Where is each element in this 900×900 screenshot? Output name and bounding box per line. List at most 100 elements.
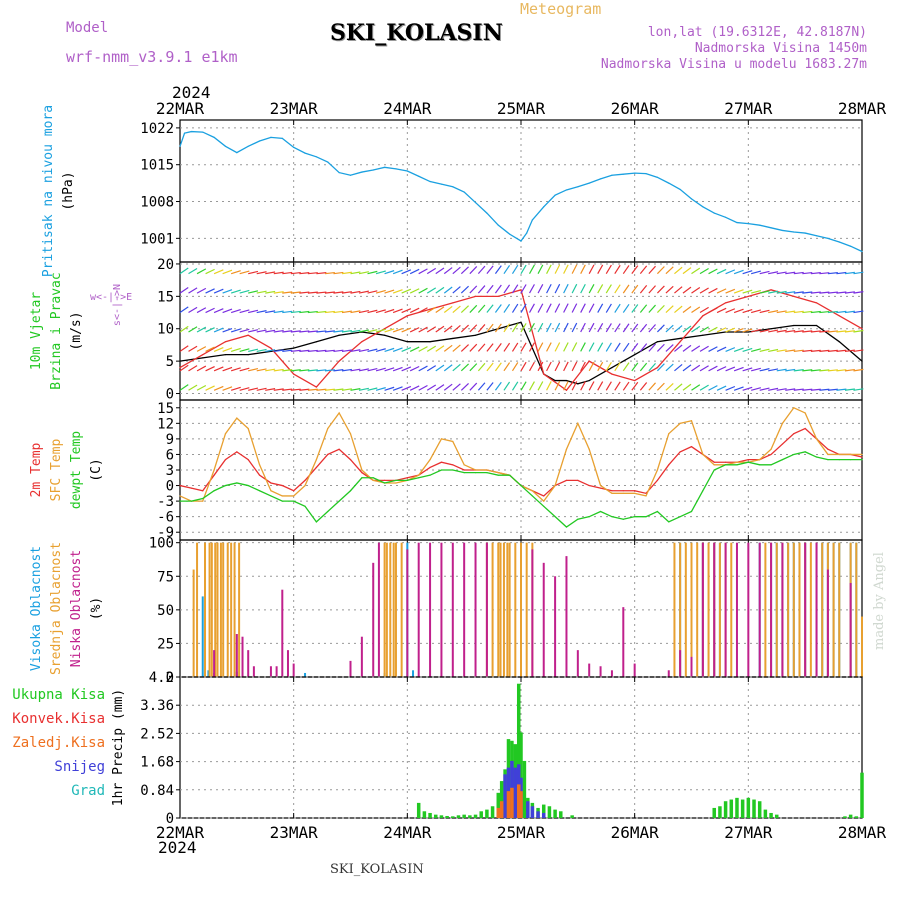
wind-barb (409, 346, 420, 352)
series-point-temperature (258, 474, 261, 476)
bar-cloud-cover (673, 542, 676, 677)
series-point-temperature (668, 464, 670, 466)
y-tick-label: 15 (157, 401, 174, 417)
wind-barb (333, 369, 344, 372)
series-point-temperature (827, 448, 829, 450)
wind-barb (571, 322, 578, 333)
bar-precipitation (553, 809, 557, 818)
wind-barb (401, 269, 412, 275)
wind-barb (529, 361, 535, 372)
wind-barb (341, 349, 352, 353)
wind-barb (691, 384, 701, 391)
wind-barb (639, 304, 648, 313)
wind-barb (239, 270, 250, 275)
wind-barb (631, 323, 639, 333)
wind-barb (648, 324, 656, 333)
wind-barb (819, 310, 830, 314)
series-point-temperature (293, 500, 295, 502)
series-point-temperature (247, 459, 249, 461)
wind-barb (222, 289, 233, 294)
wind-barb (324, 388, 335, 391)
series-point-pressure (281, 137, 283, 140)
series-point-temperature (281, 500, 283, 502)
y-tick-label: 2.52 (140, 726, 174, 742)
bar-precipitation (536, 811, 540, 818)
series-point-temperature (861, 459, 863, 461)
wind-barb (350, 329, 361, 333)
wind-barb (443, 267, 453, 275)
wind-barb (605, 284, 612, 294)
wind-barb (802, 330, 813, 333)
wind-barb (196, 326, 207, 333)
wind-barb (511, 381, 519, 391)
series-point-temperature (668, 433, 670, 435)
series-point-wind (725, 302, 727, 304)
series-point-temperature (690, 446, 693, 448)
wind-barb (554, 303, 561, 313)
y-tick-label: 15 (157, 289, 174, 305)
wind-barb (205, 268, 215, 275)
wind-barb (324, 291, 335, 294)
series-point-temperature (327, 427, 329, 430)
wind-barb (699, 287, 709, 294)
y-tick-label: 0 (166, 670, 174, 686)
wind-barb (793, 369, 804, 372)
bar-cloud-cover (247, 650, 250, 677)
wind-barb (768, 290, 779, 294)
wind-barb (580, 342, 586, 352)
wind-barb (477, 265, 486, 275)
series-point-temperature (827, 459, 829, 461)
bar-cloud-cover (286, 650, 289, 677)
series-point-temperature (690, 510, 693, 513)
wind-barb (699, 306, 709, 314)
wind-barb (426, 326, 437, 333)
wind-barb (648, 265, 656, 275)
bar-cloud-cover (502, 542, 505, 677)
wind-barb (588, 361, 595, 372)
wind-barb (248, 329, 259, 333)
series-point-temperature (747, 459, 749, 461)
series-point-temperature (588, 516, 590, 518)
wind-barb (486, 382, 494, 391)
wind-barb (205, 346, 215, 352)
wind-barb (265, 329, 276, 333)
series-point-wind (588, 360, 590, 362)
series-point-temperature (713, 464, 715, 466)
wind-barb (563, 283, 569, 294)
series-point-temperature (463, 464, 465, 466)
wind-barb (554, 342, 561, 352)
series-point-wind (793, 324, 795, 327)
bar-cloud-cover (213, 650, 216, 677)
wind-barb (699, 326, 709, 333)
wind-barb (742, 328, 753, 333)
series-point-pressure (588, 182, 590, 184)
y-tick-label: 6 (166, 447, 174, 463)
wind-barb (494, 362, 502, 372)
wind-barb (588, 264, 595, 274)
wind-barb (392, 366, 403, 372)
wind-barb (537, 381, 544, 391)
series-point-wind (702, 334, 704, 336)
wind-barb (802, 369, 813, 372)
bar-cloud-cover (233, 542, 236, 677)
wind-barb (273, 388, 284, 391)
series-point-wind (293, 347, 295, 349)
wind-barb (759, 387, 770, 391)
station-elevation: Nadmorska Visina 1450m (694, 41, 867, 56)
wind-barb (494, 381, 502, 391)
wind-barb (827, 349, 838, 353)
wind-barb (682, 306, 692, 314)
wind-barb (213, 366, 224, 372)
wind-barb (648, 362, 656, 372)
series-point-temperature (679, 451, 681, 453)
wind-barb (367, 309, 378, 314)
bar-precipitation (522, 760, 527, 818)
wind-barb (375, 328, 386, 333)
wind-barb (691, 306, 701, 314)
wind-barb (691, 325, 701, 333)
wind-barb (188, 326, 198, 333)
series-point-temperature (224, 484, 227, 487)
series-point-pressure (247, 145, 249, 147)
wind-barb (802, 271, 813, 275)
wind-barb (614, 381, 621, 391)
